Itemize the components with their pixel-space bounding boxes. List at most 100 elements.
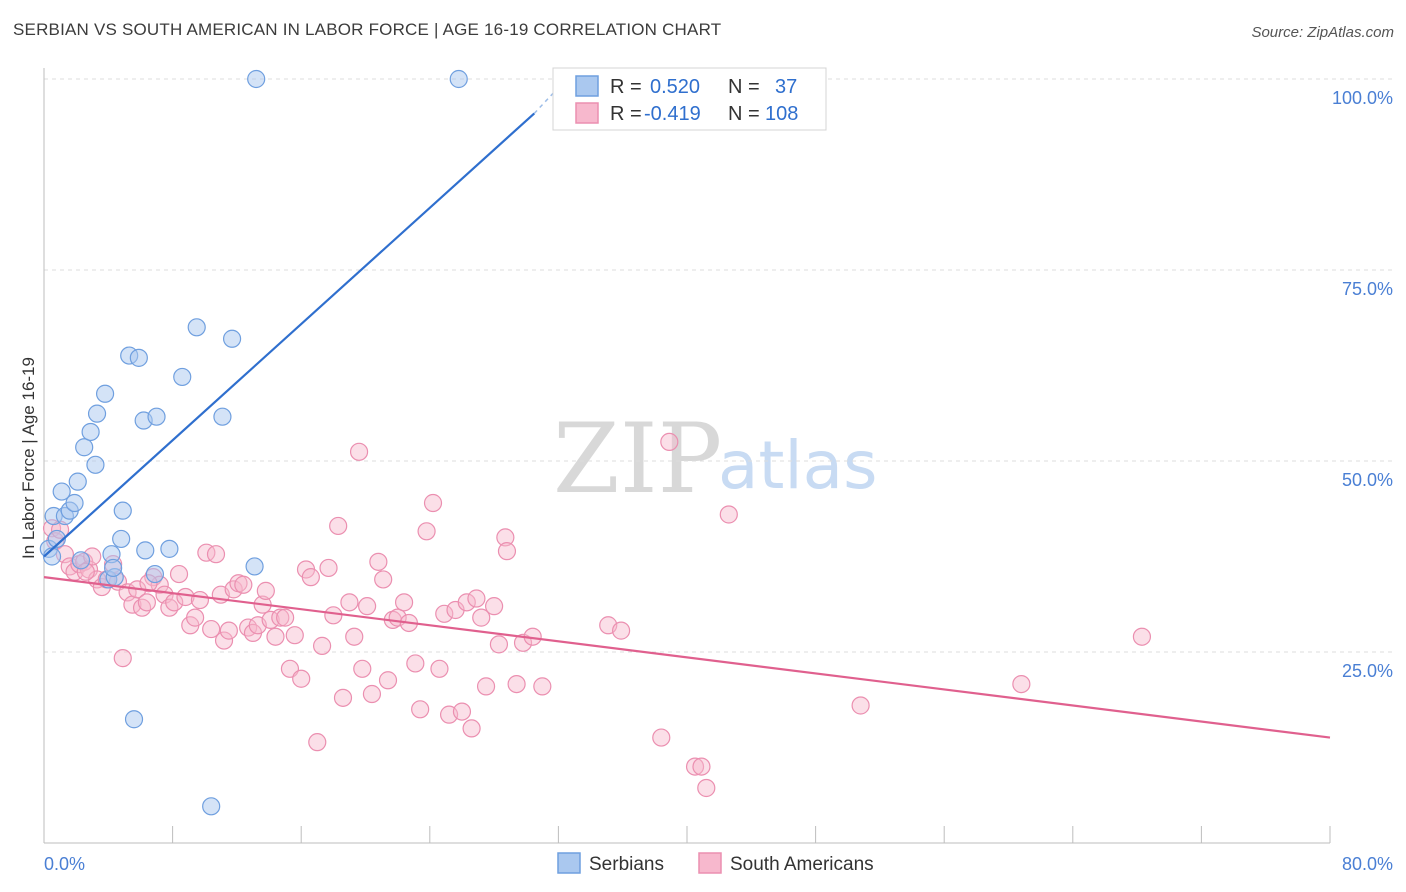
serbian-point	[147, 407, 166, 426]
watermark-atlas: atlas	[718, 427, 878, 504]
serbian-point	[65, 493, 84, 513]
south-american-point	[851, 696, 870, 715]
serbian-point	[173, 367, 192, 387]
chart-title: SERBIAN VS SOUTH AMERICAN IN LABOR FORCE…	[13, 20, 722, 39]
serbian-point	[160, 539, 179, 558]
south-american-point	[719, 505, 738, 524]
south-american-point	[345, 627, 364, 646]
south-american-point	[1132, 627, 1152, 646]
trend-lines	[43, 78, 1331, 739]
bottom-legend-swatch-serbians	[557, 852, 581, 874]
legend-n-value-south-americans: 108	[765, 103, 798, 125]
serbian-point	[52, 482, 71, 501]
source-label: Source: ZipAtlas.com	[1251, 24, 1394, 41]
south-american-point	[319, 558, 338, 578]
south-american-point	[266, 627, 285, 646]
south-american-point	[132, 598, 152, 617]
south-american-point	[214, 631, 234, 650]
south-american-point	[358, 597, 377, 616]
south-american-point	[234, 575, 253, 594]
serbian-point	[104, 558, 123, 578]
south-american-point	[489, 635, 509, 654]
serbian-points	[39, 69, 468, 816]
south-american-point	[423, 493, 443, 513]
south-american-point	[660, 432, 679, 451]
south-american-point	[513, 633, 533, 652]
serbian-point	[95, 384, 115, 403]
south-american-point	[333, 688, 353, 707]
y-tick-label-75: 75.0%	[1342, 279, 1393, 299]
south-american-point	[435, 604, 454, 623]
serbian-point	[245, 557, 264, 576]
south-american-point	[611, 621, 631, 640]
south-american-point	[276, 608, 295, 627]
legend-r-value-serbians: 0.520	[650, 76, 700, 98]
legend-swatch-south-americans	[575, 102, 599, 124]
south-american-point	[137, 593, 156, 612]
serbian-point	[87, 404, 107, 423]
south-american-point	[206, 545, 226, 564]
south-american-point	[652, 728, 671, 747]
south-american-trend-line	[43, 576, 1331, 739]
serbian-point	[47, 529, 66, 549]
south-american-point	[394, 593, 414, 612]
south-american-point	[312, 636, 332, 655]
south-american-point	[457, 593, 476, 612]
correlation-legend: R = 0.520 N = 37 R = -0.419 N = 108	[552, 67, 827, 131]
south-american-point	[507, 674, 526, 694]
serbian-point	[71, 551, 91, 570]
south-american-point	[472, 608, 491, 627]
south-american-point	[452, 702, 472, 721]
serbian-point	[124, 710, 144, 729]
south-american-point	[378, 671, 398, 690]
y-tick-label-100: 100.0%	[1332, 88, 1393, 108]
south-american-point	[369, 552, 388, 571]
watermark-zip: ZIP	[553, 403, 722, 515]
south-american-point	[292, 669, 311, 688]
south-american-point	[324, 606, 343, 625]
south-american-point	[190, 590, 210, 610]
south-american-point	[411, 700, 430, 719]
serbian-point	[136, 541, 155, 560]
serbian-point	[145, 564, 165, 584]
legend-n-label-south-americans: N =	[728, 103, 760, 125]
serbian-point	[187, 318, 206, 337]
legend-n-value-serbians: 37	[775, 76, 797, 98]
south-american-point	[497, 542, 517, 561]
serbian-point	[75, 438, 94, 457]
legend-r-label-south-americans: R =	[610, 103, 642, 125]
south-american-point	[308, 733, 327, 752]
south-american-point	[285, 626, 304, 645]
south-american-point	[692, 757, 711, 776]
axes	[43, 68, 1331, 844]
serbian-point	[113, 501, 132, 520]
y-axis-label: In Labor Force | Age 16-19	[19, 357, 38, 559]
south-american-point	[685, 757, 705, 776]
serbian-point	[68, 472, 87, 491]
south-american-point	[329, 516, 348, 536]
bottom-legend-label-serbians: Serbians	[589, 854, 664, 875]
serbian-point	[449, 69, 468, 89]
serbian-point	[112, 529, 131, 549]
south-american-point	[697, 778, 716, 798]
serbian-point	[86, 455, 105, 474]
south-american-point	[256, 581, 275, 600]
south-american-point	[476, 677, 496, 696]
x-tick-label-max: 80.0%	[1342, 854, 1393, 874]
serbian-point	[213, 407, 232, 426]
serbian-point	[81, 422, 100, 442]
legend-swatch-serbians	[575, 75, 599, 97]
south-american-point	[467, 589, 486, 608]
south-american-point	[176, 587, 195, 607]
bottom-legend-label-south-americans: South Americans	[730, 854, 874, 875]
south-american-point	[169, 564, 189, 584]
south-american-point	[219, 621, 238, 640]
south-american-point	[113, 649, 132, 668]
y-tick-label-50: 50.0%	[1342, 470, 1393, 490]
x-tick-label-min: 0.0%	[44, 854, 85, 874]
serbian-point	[222, 329, 242, 348]
south-american-point	[202, 619, 221, 639]
serbian-trend-line	[43, 112, 536, 558]
y-tick-label-25: 25.0%	[1342, 661, 1393, 681]
south-american-point	[533, 677, 552, 696]
